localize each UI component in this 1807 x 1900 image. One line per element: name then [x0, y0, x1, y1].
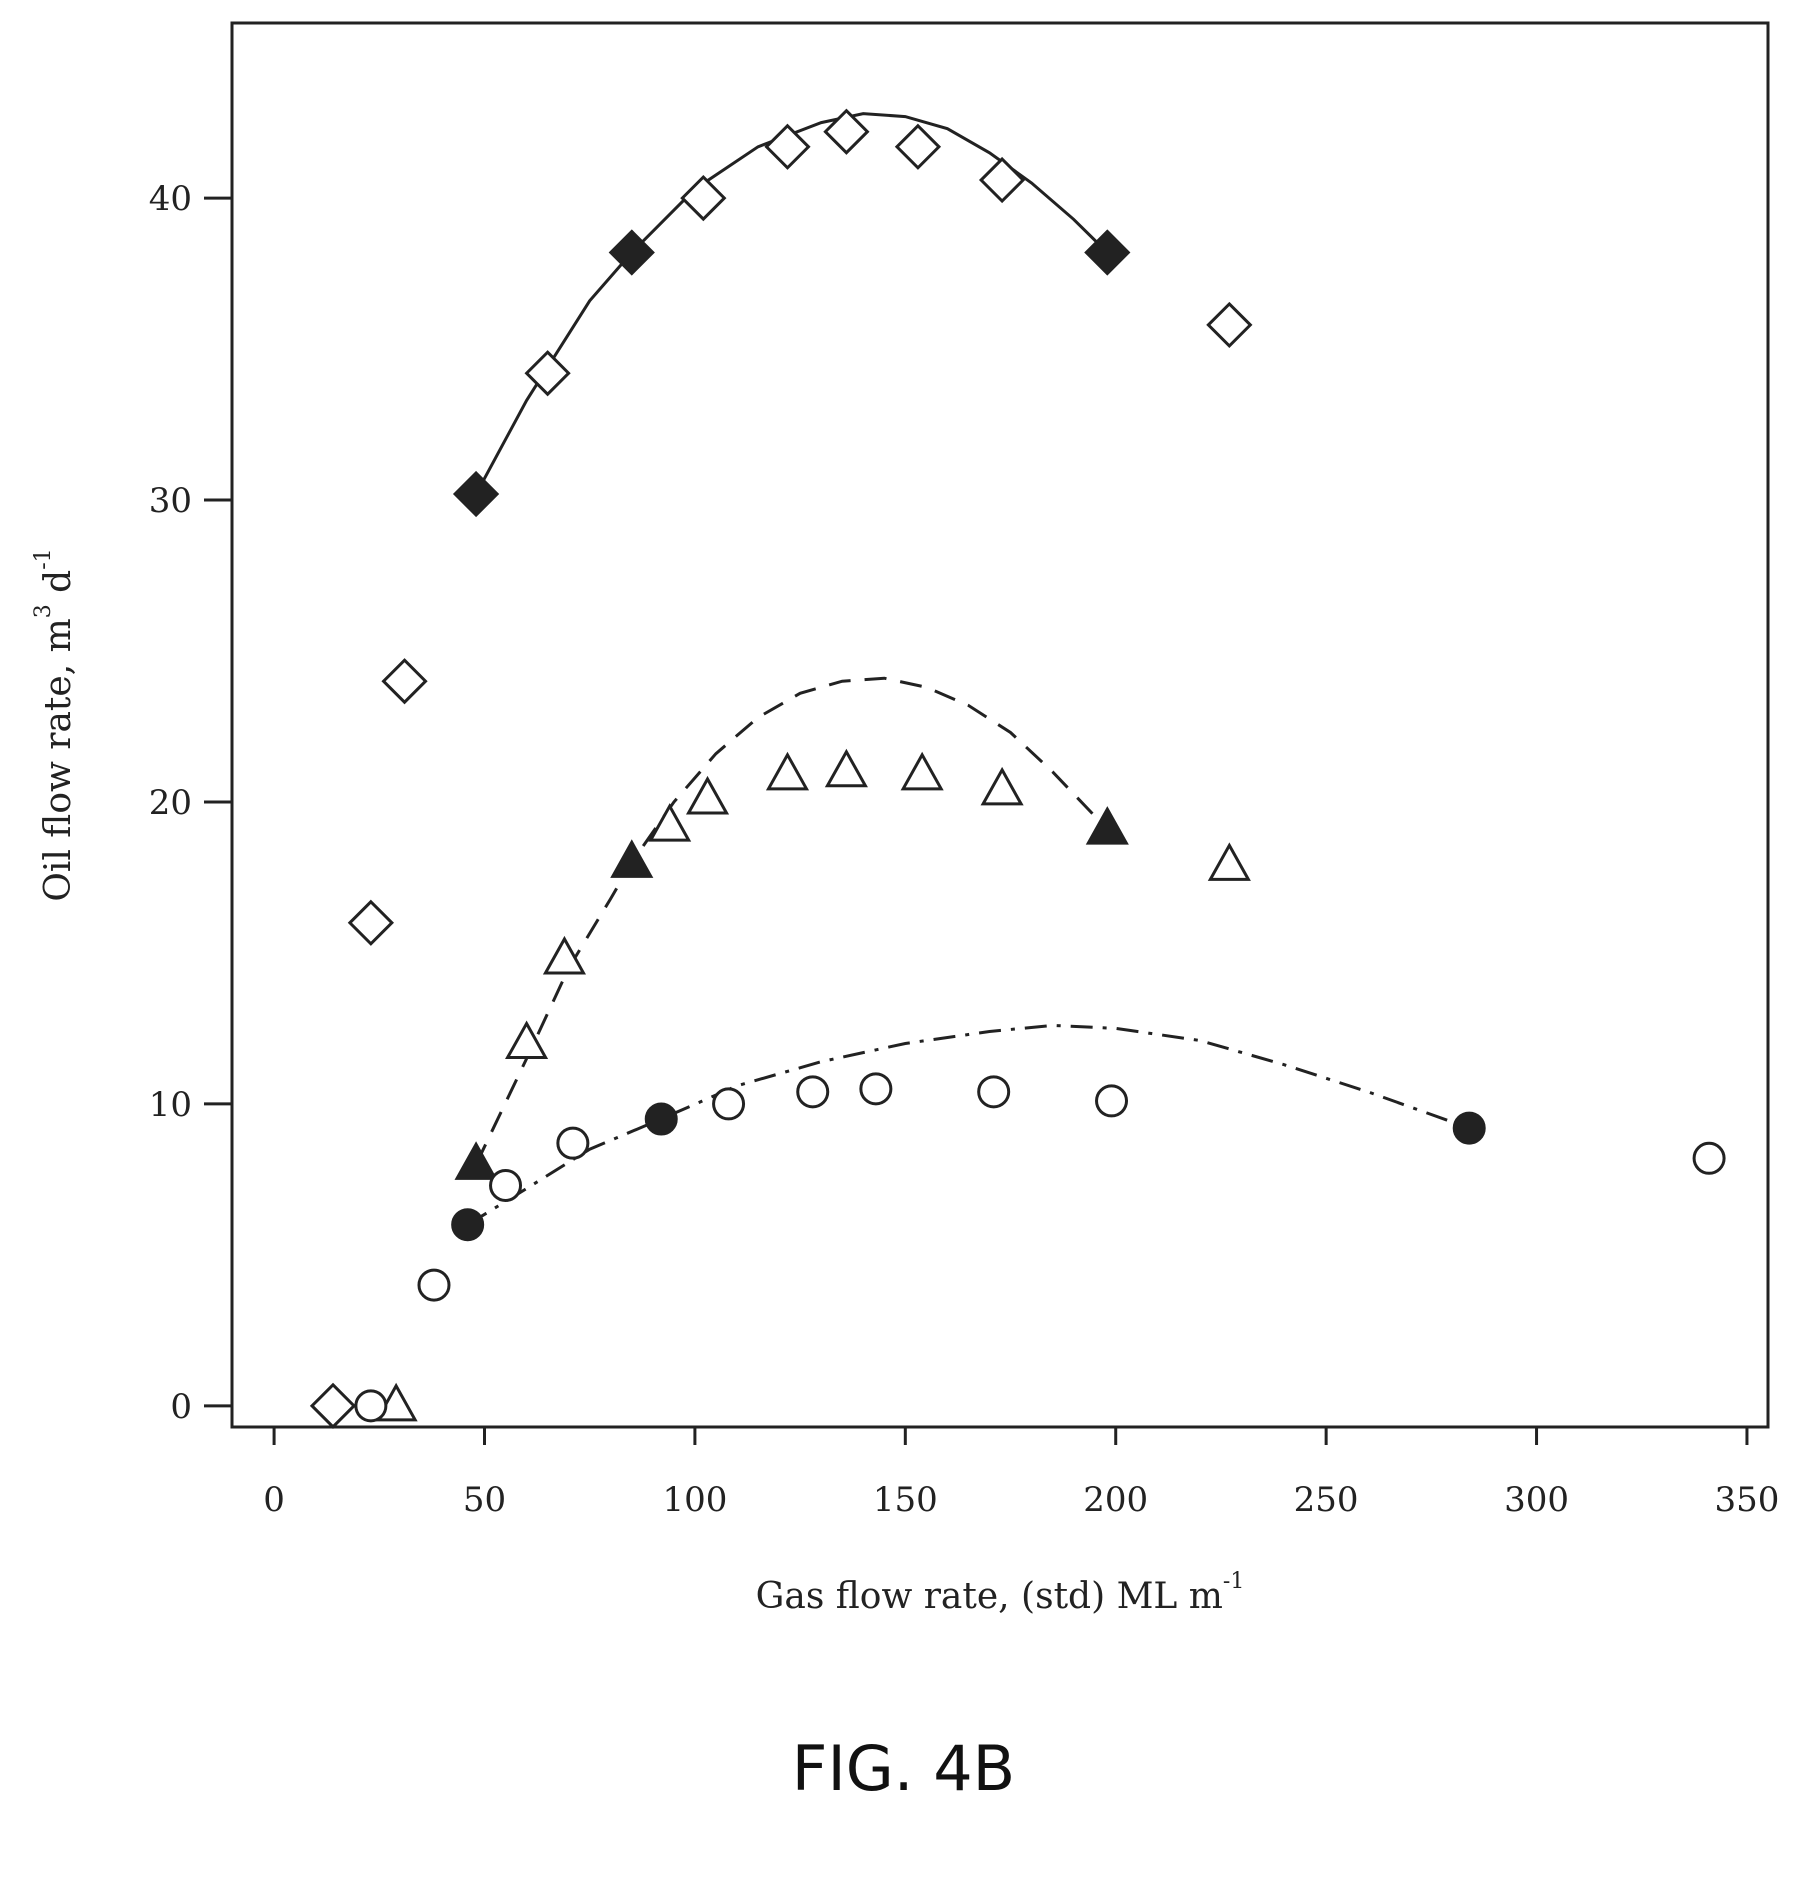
axes: 0 50 100 150 200 250 300 350 0 10 20 30 40: [149, 179, 1780, 1520]
point-circle-filled: [451, 1208, 485, 1242]
point-diamond-open: [381, 658, 428, 705]
point-triangle-filled: [454, 1141, 498, 1180]
y-tick-label: 20: [149, 783, 192, 823]
y-axis-label: Oil flow rate, m3 d-1: [31, 548, 79, 901]
x-axis-label: Gas flow rate, (std) ML m-1: [756, 1569, 1245, 1617]
x-tick-label: 300: [1504, 1480, 1569, 1520]
y-tick-label: 30: [149, 481, 192, 521]
y-axis-label-main: Oil flow rate, m: [38, 618, 79, 901]
point-triangle-filled: [610, 839, 654, 878]
point-circle-open: [796, 1075, 830, 1109]
point-diamond-open: [347, 899, 394, 946]
y-tick-label: 0: [170, 1387, 192, 1427]
point-triangle-open: [505, 1020, 549, 1060]
point-diamond-open: [764, 123, 811, 170]
x-tick-label: 0: [263, 1480, 285, 1520]
figure-caption: FIG. 4B: [791, 1732, 1016, 1805]
y-tick-label: 10: [149, 1085, 192, 1125]
x-axis-label-main: Gas flow rate, (std) ML m: [756, 1576, 1223, 1617]
point-diamond-open: [524, 350, 571, 397]
x-tick-label: 200: [1083, 1480, 1148, 1520]
point-diamond-filled: [608, 229, 655, 276]
point-diamond-open: [978, 156, 1026, 204]
point-triangle-open: [765, 751, 810, 791]
point-diamond-filled: [452, 470, 500, 518]
point-diamond-open: [680, 175, 727, 222]
x-tick-label: 100: [662, 1480, 727, 1520]
point-diamond-open: [309, 1382, 357, 1429]
point-diamond-filled: [1084, 229, 1131, 276]
y-tick-label: 40: [149, 179, 192, 219]
point-diamond-open: [894, 123, 942, 170]
point-circle-filled: [644, 1102, 678, 1136]
y-axis-label-sup2: -1: [31, 548, 56, 569]
point-circle-open: [977, 1075, 1011, 1109]
point-circle-open: [489, 1168, 523, 1202]
fit-curve-dashed: [474, 676, 1109, 1165]
point-circle-open: [556, 1126, 590, 1160]
fit-curves: [466, 112, 1470, 1226]
point-circle-open: [1095, 1084, 1129, 1118]
point-triangle-open: [648, 803, 692, 842]
point-triangle-open: [685, 775, 730, 815]
point-circle-open: [712, 1087, 746, 1121]
point-circle-filled: [1452, 1111, 1486, 1145]
point-triangle-filled: [1085, 806, 1129, 845]
point-triangle-open: [824, 748, 868, 788]
x-tick-label: 150: [873, 1480, 938, 1520]
point-circle-open: [859, 1072, 893, 1106]
fit-curve-dash-dot: [466, 1023, 1470, 1226]
x-tick-label: 250: [1294, 1480, 1359, 1520]
point-circle-open: [417, 1268, 451, 1302]
point-diamond-open: [823, 108, 870, 155]
point-triangle-open: [542, 935, 587, 975]
x-axis-label-sup: -1: [1223, 1569, 1244, 1594]
y-axis-label-mid: d: [38, 570, 79, 605]
point-triangle-open: [900, 751, 944, 791]
point-triangle-open: [980, 766, 1024, 806]
x-tick-label: 50: [463, 1480, 506, 1520]
point-diamond-open: [1206, 301, 1253, 349]
x-tick-label: 350: [1715, 1480, 1780, 1520]
data-points: [309, 108, 1726, 1429]
plot-frame: [230, 21, 1770, 1429]
point-circle-open: [1692, 1141, 1726, 1175]
point-circle-open: [354, 1389, 388, 1423]
y-axis-label-sup1: 3: [31, 604, 56, 618]
point-triangle-open: [1207, 842, 1251, 881]
